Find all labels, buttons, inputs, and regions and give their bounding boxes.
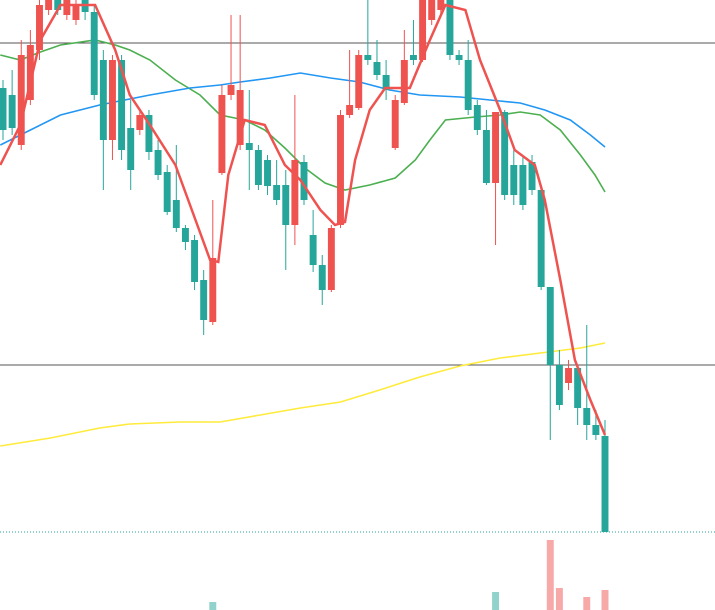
candle-body [245, 143, 253, 150]
candle-body [227, 85, 235, 95]
candle-body [191, 240, 199, 282]
candle-body [318, 265, 326, 290]
volume-bar [583, 597, 591, 610]
candle-body [218, 95, 226, 173]
candle-body [583, 408, 591, 425]
candle-body [528, 162, 536, 190]
candle-body [0, 88, 7, 130]
candle-body [519, 165, 527, 205]
volume-bar [209, 602, 217, 610]
candle-body [273, 185, 281, 200]
candle-body [127, 128, 135, 170]
candle-body [291, 160, 299, 225]
candle-body [546, 287, 554, 365]
candle-body [72, 5, 80, 20]
candle-body [473, 105, 481, 130]
candle-body [482, 130, 490, 183]
candle-body [163, 172, 171, 212]
candle-body [54, 0, 62, 10]
candle-body [400, 60, 408, 103]
candle-body [437, 0, 445, 10]
candle-body [492, 112, 500, 183]
candle-body [181, 228, 189, 242]
candle-body [300, 162, 308, 200]
candle-body [172, 200, 180, 228]
candle-body [236, 90, 244, 145]
candle-body [419, 0, 427, 60]
candle-body [382, 75, 390, 90]
volume-bar [555, 588, 563, 610]
candle-body [136, 115, 144, 130]
candle-body [200, 280, 208, 320]
moving-average [0, 72, 606, 148]
moving-average [0, 3, 607, 436]
candle-body [63, 0, 71, 15]
candle-body [26, 45, 34, 100]
candle-body [565, 368, 572, 383]
candle-body [464, 60, 472, 110]
candle-body [264, 160, 271, 186]
candle-body [17, 55, 25, 145]
candle-body [355, 55, 363, 108]
candle-body [8, 95, 16, 128]
moving-average [0, 342, 606, 447]
candle-body [346, 105, 354, 115]
candle-body [45, 0, 53, 10]
candle-body [90, 12, 98, 95]
volume-bar [546, 540, 554, 610]
volume-bar [492, 592, 500, 610]
candle-body [409, 55, 417, 60]
candle-body [555, 365, 563, 405]
candle-body [36, 5, 43, 50]
candle-body [428, 0, 436, 20]
candle-body [209, 258, 217, 322]
candle-body [510, 165, 518, 195]
candle-body [282, 185, 290, 225]
candle-body [446, 0, 454, 55]
candle-body [364, 55, 372, 60]
candle-body [154, 150, 162, 175]
candle-body [99, 60, 107, 140]
candle-body [455, 55, 463, 60]
candle-body [373, 62, 381, 75]
candle-body [592, 425, 600, 435]
candle-body [309, 235, 317, 265]
candle-body [337, 115, 344, 225]
candle-body [601, 436, 609, 532]
candle-body [391, 100, 399, 148]
candle-body [145, 115, 153, 152]
candle-body [254, 150, 262, 185]
candle-body [118, 60, 126, 150]
volume-bar [601, 590, 609, 610]
candle-body [108, 60, 116, 140]
candle-body [574, 368, 582, 408]
candle-body [537, 190, 545, 287]
candle-body [501, 112, 509, 195]
candle-body [327, 228, 335, 290]
